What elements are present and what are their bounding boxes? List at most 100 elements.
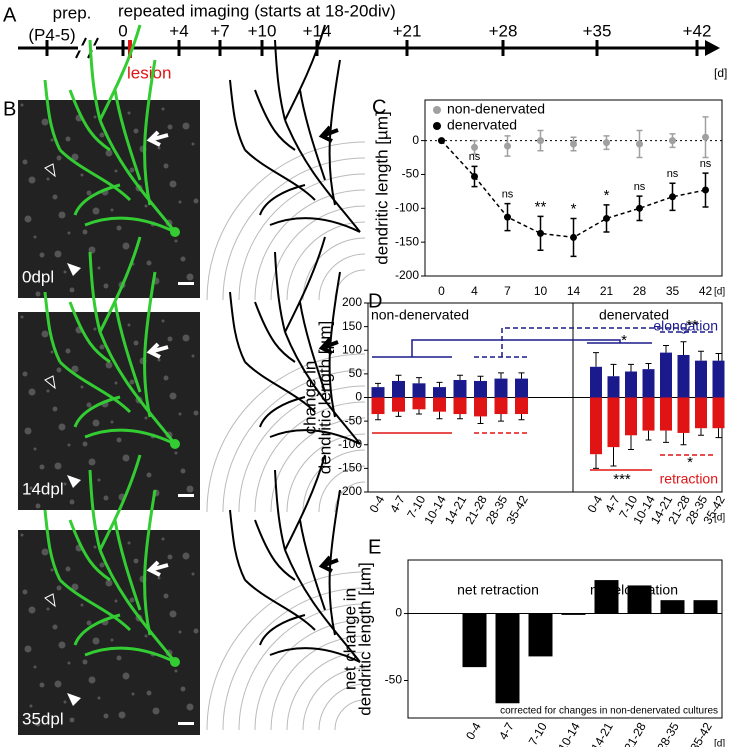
background-cell	[80, 173, 84, 177]
distance-ring	[334, 699, 366, 731]
image-label: 14dpl	[22, 479, 64, 498]
background-cell	[97, 696, 101, 700]
prep-label: prep.	[53, 3, 92, 22]
background-cell	[82, 229, 88, 235]
background-cell	[33, 665, 37, 669]
background-cell	[88, 246, 96, 254]
background-cell	[22, 371, 28, 377]
dendrite	[229, 509, 246, 581]
distance-ring	[238, 173, 366, 301]
timeline-day: +10	[248, 21, 277, 40]
dendrite	[58, 578, 132, 632]
y-axis-label: dendritic length [µm]	[372, 111, 391, 264]
error-bar	[610, 447, 617, 467]
data-point	[669, 137, 676, 145]
distance-ring	[286, 221, 366, 301]
background-cell	[29, 704, 33, 708]
x-tick-label: 0	[438, 284, 445, 298]
background-cell	[52, 194, 58, 200]
background-cell	[24, 215, 32, 223]
dendrite	[84, 428, 176, 446]
background-cell	[186, 485, 194, 493]
timeline-day: +35	[583, 21, 612, 40]
background-cell	[105, 149, 113, 157]
error-bar	[593, 352, 599, 367]
x-unit: [d]	[714, 287, 725, 298]
background-cell	[24, 427, 32, 435]
distance-ring	[254, 189, 366, 301]
significance-label: ns	[667, 168, 679, 180]
background-cell	[65, 566, 71, 572]
x-tick-label: 28	[633, 284, 647, 298]
error-bar	[375, 414, 381, 421]
background-cell	[133, 558, 139, 564]
background-cell	[122, 672, 130, 680]
background-cell	[56, 585, 62, 591]
background-cell	[167, 554, 173, 560]
micrograph	[18, 530, 200, 735]
background-cell	[46, 389, 50, 393]
significance-label: ns	[469, 151, 481, 163]
significance-label: *	[571, 200, 577, 217]
background-cell	[129, 379, 135, 385]
bar	[515, 397, 528, 415]
arrowhead-open	[44, 593, 56, 608]
bar	[590, 366, 602, 398]
background-cell	[50, 138, 54, 142]
background-cell	[186, 273, 194, 281]
dendrite	[58, 360, 132, 414]
timeline-day: +21	[393, 21, 422, 40]
error-bar	[715, 353, 722, 361]
x-tick-label: 7-10	[526, 720, 550, 747]
background-cell	[99, 562, 105, 568]
error-bar	[457, 374, 463, 381]
bar	[453, 380, 467, 398]
bar	[371, 387, 385, 398]
background-cell	[144, 204, 148, 208]
error-bar	[593, 454, 599, 469]
background-cell	[71, 583, 79, 591]
error-bar	[477, 416, 484, 424]
bar	[495, 613, 520, 704]
error-bar	[375, 382, 381, 388]
bar	[625, 371, 637, 398]
dendrite	[98, 119, 177, 233]
background-cell	[56, 367, 62, 373]
dendrite	[244, 149, 316, 201]
distance-ring	[206, 353, 366, 513]
distance-ring	[270, 417, 366, 513]
legend-label: non-denervated	[447, 101, 545, 117]
background-cell	[71, 153, 79, 161]
significance-label: ***	[613, 471, 631, 488]
bar	[625, 397, 637, 436]
y-tick-label: 100	[342, 342, 362, 356]
dendrite	[84, 646, 176, 664]
background-cell	[167, 124, 173, 130]
background-cell	[58, 641, 66, 649]
y-axis-label: net change in	[340, 588, 359, 690]
data-point	[504, 142, 511, 150]
legend-marker	[433, 122, 441, 130]
background-cell	[71, 365, 79, 373]
background-cell	[22, 159, 28, 165]
background-cell	[163, 163, 169, 169]
distance-ring	[334, 481, 366, 513]
background-cell	[29, 274, 33, 278]
background-cell	[46, 177, 50, 181]
panel-letter: E	[368, 536, 381, 558]
dendrite	[73, 183, 121, 216]
region-label: net elongation	[590, 582, 678, 598]
significance-label: ns	[502, 188, 514, 200]
background-cell	[110, 208, 114, 212]
dendrite	[284, 119, 361, 233]
dendrite	[113, 301, 142, 393]
comparison-bracket	[411, 339, 621, 357]
bar	[561, 613, 586, 615]
dendrite	[244, 361, 316, 413]
arrow	[318, 125, 339, 143]
background-cell	[39, 252, 45, 258]
background-cell	[131, 692, 135, 696]
background-cell	[54, 680, 62, 688]
bar	[642, 397, 655, 431]
x-unit: [d]	[714, 513, 725, 524]
